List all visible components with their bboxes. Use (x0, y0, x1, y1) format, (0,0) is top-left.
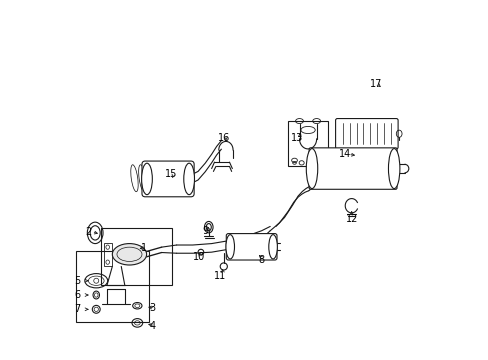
Bar (101, 228, 171, 285)
FancyBboxPatch shape (142, 161, 194, 197)
Text: 13: 13 (291, 133, 303, 143)
Text: 16: 16 (217, 133, 229, 143)
Ellipse shape (142, 163, 152, 195)
FancyBboxPatch shape (335, 118, 397, 149)
Ellipse shape (183, 163, 194, 195)
Text: 15: 15 (165, 168, 177, 179)
Bar (76, 251, 149, 322)
Text: 4: 4 (149, 321, 155, 331)
Ellipse shape (112, 244, 146, 265)
Text: 10: 10 (192, 252, 204, 262)
Text: 1: 1 (141, 243, 147, 253)
Bar (103, 243, 111, 266)
Text: 5: 5 (74, 276, 81, 286)
FancyBboxPatch shape (308, 148, 396, 189)
Bar (287, 121, 327, 166)
Text: 6: 6 (75, 290, 81, 300)
Text: 2: 2 (85, 227, 91, 237)
Text: 17: 17 (369, 79, 381, 89)
Ellipse shape (305, 149, 317, 189)
Text: 3: 3 (149, 303, 155, 313)
Ellipse shape (387, 149, 399, 189)
Ellipse shape (268, 235, 277, 259)
Text: 7: 7 (74, 304, 81, 314)
Text: 11: 11 (214, 271, 226, 281)
Text: 9: 9 (203, 226, 208, 236)
FancyBboxPatch shape (226, 234, 276, 260)
Ellipse shape (225, 235, 234, 259)
Text: 14: 14 (338, 149, 351, 159)
Text: 8: 8 (258, 255, 264, 265)
Text: 12: 12 (345, 214, 357, 224)
